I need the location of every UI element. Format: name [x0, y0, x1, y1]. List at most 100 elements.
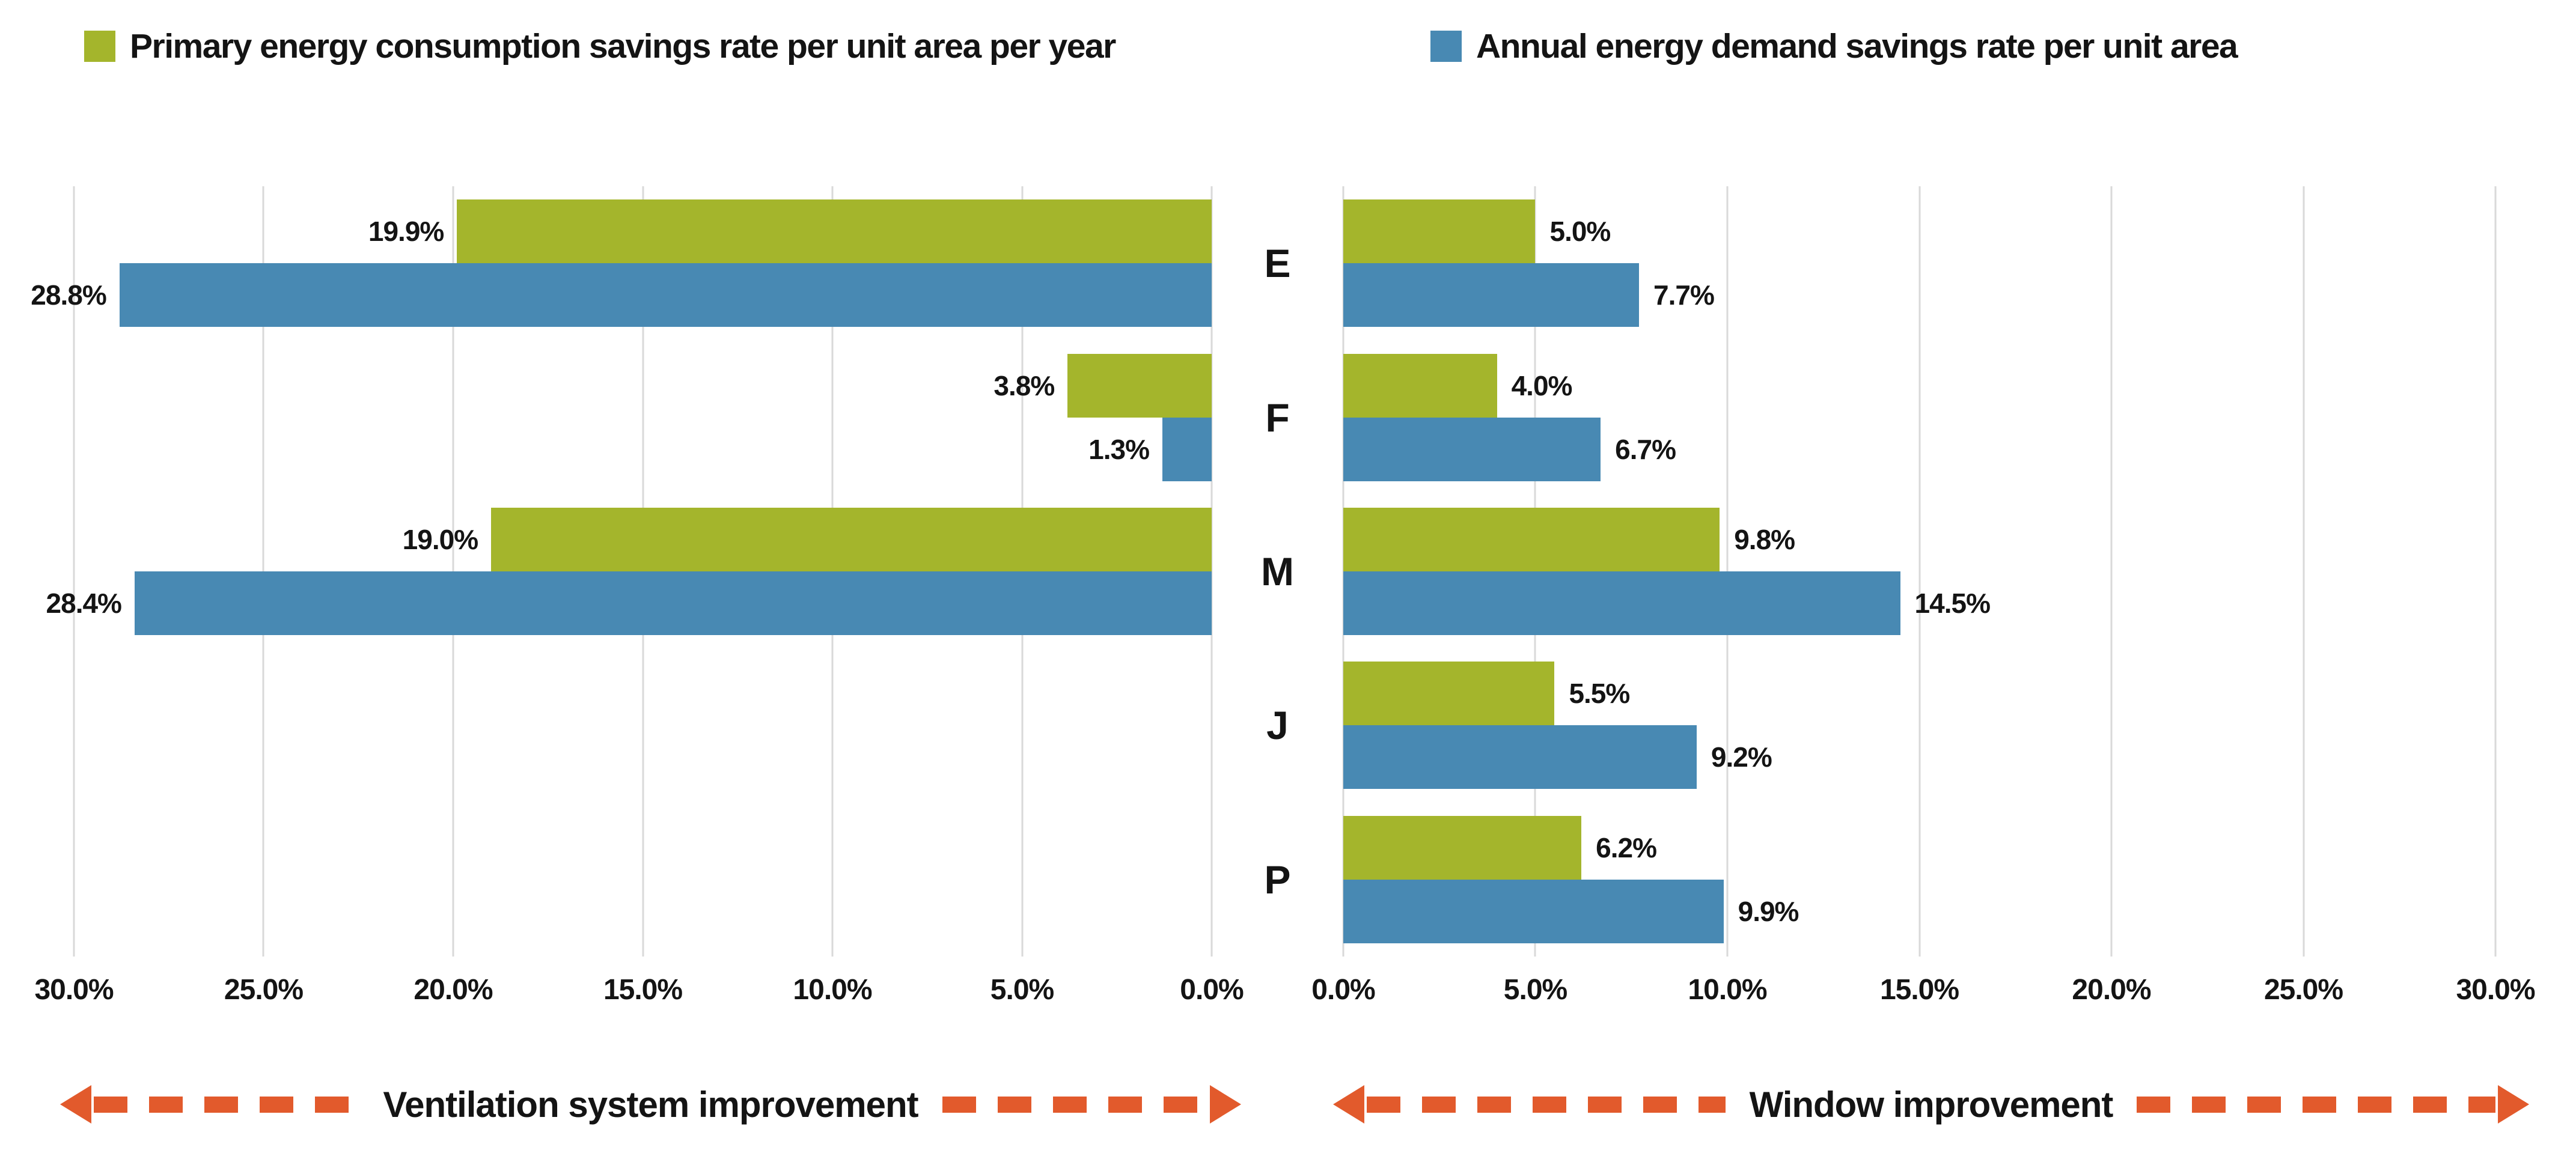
bar-line: 6.7%: [1343, 417, 2495, 481]
gridline: [452, 186, 454, 957]
bar-value-label: 9.8%: [1734, 524, 1795, 556]
dashed-line: [94, 1096, 359, 1113]
category-row-J: [74, 648, 1212, 802]
left-panel-label: Ventilation system improvement: [383, 1084, 918, 1125]
axis-tick-label: 15.0%: [1879, 974, 1959, 1006]
bar-value-label: 7.7%: [1653, 279, 1715, 311]
bar-line: 19.0%: [74, 508, 1212, 572]
bar-line: 9.9%: [1343, 879, 2495, 943]
gridline: [1918, 186, 1920, 957]
bar-E: [457, 199, 1212, 264]
category-label-E: E: [1264, 241, 1291, 286]
bar-line: 5.0%: [1343, 199, 2495, 264]
bar-value-label: 28.4%: [46, 588, 122, 619]
gridline: [73, 186, 75, 957]
legend: Primary energy consumption savings rate …: [0, 26, 2576, 81]
arrow-right-icon: [2498, 1085, 2530, 1124]
category-row-E: 5.0% 7.7%: [1343, 186, 2495, 340]
bar-line: 9.2%: [1343, 725, 2495, 789]
bar-line: 3.8%: [74, 353, 1212, 418]
category-label-F: F: [1265, 395, 1290, 440]
legend-item-primary-energy[interactable]: Primary energy consumption savings rate …: [84, 26, 1116, 66]
axis-tick-label: 0.0%: [1180, 974, 1244, 1006]
category-row-F: 4.0% 6.7%: [1343, 340, 2495, 494]
category-row-E: 19.9% 28.8%: [31, 186, 1212, 340]
legend-label: Annual energy demand savings rate per un…: [1476, 27, 2238, 65]
bar-value-label: 9.2%: [1711, 741, 1772, 773]
bar-line: 5.5%: [1343, 662, 2495, 726]
bar-M: [1343, 571, 1900, 636]
bar-value-label: 4.0%: [1511, 370, 1573, 401]
arrow-left-icon: [1333, 1085, 1364, 1124]
gridline: [2494, 186, 2497, 957]
gridline: [1210, 186, 1213, 957]
bar-E: [1343, 199, 1536, 264]
category-row-P: 6.2% 9.9%: [1343, 803, 2495, 957]
axis-tick-label: 10.0%: [793, 974, 872, 1006]
bar-M: [1343, 508, 1720, 572]
axis-tick-label: 30.0%: [2456, 974, 2535, 1006]
legend-label: Primary energy consumption savings rate …: [130, 27, 1116, 65]
dashed-line: [2137, 1096, 2496, 1113]
axis-tick-label: 10.0%: [1688, 974, 1767, 1006]
bar-value-label: 3.8%: [993, 370, 1055, 401]
bar-P: [1343, 815, 1582, 880]
category-label-P: P: [1264, 857, 1291, 902]
axis-tick-label: 25.0%: [224, 974, 304, 1006]
left-rows: 19.9% 28.8% 3.8% 1.3% 19.0% 28.4%: [31, 186, 1212, 957]
gridline: [2110, 186, 2113, 957]
bar-line: 14.5%: [1343, 571, 2495, 636]
window-improvement-arrow: Window improvement: [1333, 1073, 2530, 1136]
bar-line: 28.4%: [46, 571, 1212, 636]
bar-value-label: 6.7%: [1615, 433, 1676, 465]
bar-F: [1343, 417, 1601, 481]
bar-value-label: 6.2%: [1596, 832, 1657, 863]
axis-tick-label: 20.0%: [414, 974, 493, 1006]
bar-value-label: 1.3%: [1088, 433, 1150, 465]
arrow-right-icon: [1210, 1085, 1241, 1124]
category-row-J: 5.5% 9.2%: [1343, 648, 2495, 802]
category-label-M: M: [1261, 549, 1294, 594]
category-row-M: 9.8% 14.5%: [1343, 494, 2495, 648]
bar-line: 1.3%: [74, 417, 1212, 481]
bar-J: [1343, 725, 1697, 789]
bar-line: 28.8%: [31, 263, 1212, 327]
arrow-left-icon: [60, 1085, 91, 1124]
left-plot-area: 19.9% 28.8% 3.8% 1.3% 19.0% 28.4%: [31, 186, 1213, 957]
bar-value-label: 14.5%: [1914, 588, 1991, 619]
bar-value-label: 19.0%: [402, 524, 478, 556]
legend-item-annual-demand[interactable]: Annual energy demand savings rate per un…: [1430, 26, 2238, 66]
axis-tick-label: 5.0%: [1503, 974, 1567, 1006]
category-row-P: [74, 803, 1212, 957]
axis-tick-label: 20.0%: [2072, 974, 2151, 1006]
category-row-F: 3.8% 1.3%: [74, 340, 1212, 494]
bar-value-label: 5.0%: [1549, 216, 1611, 248]
left-value-axis: 30.0% 25.0% 20.0% 15.0% 10.0% 5.0% 0.0%: [34, 969, 1244, 1012]
right-panel-label: Window improvement: [1749, 1084, 2114, 1125]
bar-F: [1343, 353, 1497, 418]
bar-P: [1343, 879, 1724, 943]
dashed-line: [942, 1096, 1207, 1113]
bar-value-label: 9.9%: [1738, 895, 1799, 927]
bar-M: [134, 571, 1212, 636]
axis-tick-label: 30.0%: [34, 974, 114, 1006]
right-rows: 5.0% 7.7% 4.0% 6.7% 9.8% 14.5% 5.5% 9.2% 6.2% 9.9…: [1343, 186, 2495, 957]
gridline: [1726, 186, 1729, 957]
ventilation-improvement-arrow: Ventilation system improvement: [60, 1073, 1241, 1136]
bar-F: [1067, 353, 1212, 418]
bar-E: [119, 263, 1212, 327]
bar-line: 19.9%: [74, 199, 1212, 264]
bar-line: 9.8%: [1343, 508, 2495, 572]
category-label-J: J: [1266, 703, 1289, 748]
legend-swatch-green: [84, 31, 115, 62]
axis-tick-label: 15.0%: [603, 974, 683, 1006]
axis-tick-label: 0.0%: [1311, 974, 1375, 1006]
bar-line: 6.2%: [1343, 815, 2495, 880]
right-value-axis: 0.0% 5.0% 10.0% 15.0% 20.0% 25.0% 30.0%: [1311, 969, 2535, 1012]
category-row-M: 19.0% 28.4%: [46, 494, 1212, 648]
bar-line: 4.0%: [1343, 353, 2495, 418]
bar-value-label: 5.5%: [1569, 678, 1630, 710]
legend-swatch-blue: [1430, 31, 1462, 62]
axis-tick-label: 25.0%: [2263, 974, 2343, 1006]
